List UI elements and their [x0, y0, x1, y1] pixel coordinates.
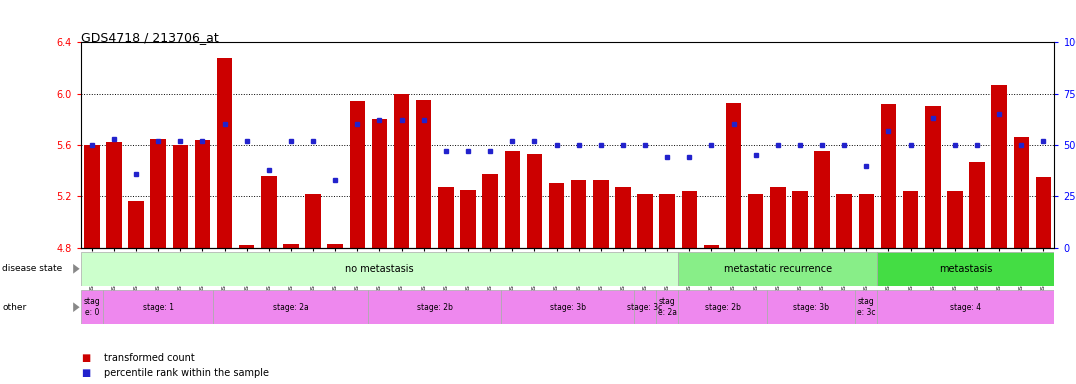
Bar: [925, 106, 940, 248]
Bar: [151, 139, 166, 248]
Bar: [371, 119, 387, 248]
Bar: [859, 194, 874, 248]
Bar: [877, 290, 1054, 324]
Bar: [103, 290, 213, 324]
Bar: [526, 154, 542, 248]
Bar: [368, 290, 501, 324]
Bar: [1036, 177, 1051, 248]
Bar: [637, 194, 653, 248]
Bar: [482, 174, 498, 248]
Text: stag
e: 3c: stag e: 3c: [858, 298, 876, 317]
Bar: [634, 290, 656, 324]
Bar: [195, 140, 210, 248]
Bar: [660, 194, 675, 248]
Text: stage: 2b: stage: 2b: [416, 303, 453, 312]
Text: stage: 1: stage: 1: [143, 303, 173, 312]
Text: stage: 2a: stage: 2a: [273, 303, 309, 312]
Bar: [84, 145, 99, 248]
Text: other: other: [2, 303, 27, 312]
Bar: [327, 244, 343, 248]
Text: percentile rank within the sample: percentile rank within the sample: [104, 368, 269, 378]
Text: metastatic recurrence: metastatic recurrence: [724, 264, 832, 274]
Text: stage: 4: stage: 4: [950, 303, 981, 312]
Text: stag
e: 2a: stag e: 2a: [657, 298, 677, 317]
Bar: [416, 100, 431, 248]
Bar: [1014, 137, 1029, 248]
Bar: [678, 252, 877, 286]
Bar: [678, 290, 767, 324]
Bar: [593, 180, 609, 248]
Bar: [438, 187, 454, 248]
Bar: [615, 187, 631, 248]
Bar: [792, 191, 808, 248]
Bar: [991, 84, 1007, 248]
Bar: [656, 290, 678, 324]
Bar: [172, 145, 188, 248]
Bar: [767, 290, 855, 324]
Bar: [947, 191, 963, 248]
Bar: [128, 202, 144, 248]
Polygon shape: [73, 302, 80, 312]
Bar: [283, 244, 299, 248]
Text: stage: 2b: stage: 2b: [705, 303, 740, 312]
Text: stag
e: 0: stag e: 0: [84, 298, 100, 317]
Bar: [903, 191, 919, 248]
Bar: [350, 101, 365, 248]
Bar: [748, 194, 764, 248]
Bar: [704, 245, 719, 248]
Bar: [881, 104, 896, 248]
Bar: [394, 94, 409, 248]
Text: metastasis: metastasis: [939, 264, 993, 274]
Bar: [239, 245, 254, 248]
Bar: [306, 194, 321, 248]
Bar: [107, 142, 122, 248]
Bar: [549, 184, 564, 248]
Bar: [726, 103, 741, 248]
Bar: [81, 252, 678, 286]
Text: transformed count: transformed count: [104, 353, 195, 363]
Text: disease state: disease state: [2, 264, 62, 273]
Text: no metastasis: no metastasis: [345, 264, 414, 274]
Bar: [501, 290, 634, 324]
Text: ■: ■: [81, 368, 90, 378]
Text: ■: ■: [81, 353, 90, 363]
Text: GDS4718 / 213706_at: GDS4718 / 213706_at: [81, 31, 218, 44]
Bar: [505, 151, 520, 248]
Bar: [261, 176, 277, 248]
Bar: [213, 290, 368, 324]
Bar: [855, 290, 877, 324]
Bar: [969, 162, 985, 248]
Bar: [81, 290, 103, 324]
Polygon shape: [73, 264, 80, 274]
Bar: [216, 58, 232, 248]
Text: stage: 3b: stage: 3b: [793, 303, 829, 312]
Bar: [461, 190, 476, 248]
Bar: [571, 180, 586, 248]
Text: stage: 3b: stage: 3b: [550, 303, 585, 312]
Text: stage: 3c: stage: 3c: [627, 303, 663, 312]
Bar: [815, 151, 830, 248]
Bar: [877, 252, 1054, 286]
Bar: [681, 191, 697, 248]
Bar: [836, 194, 852, 248]
Bar: [770, 187, 785, 248]
